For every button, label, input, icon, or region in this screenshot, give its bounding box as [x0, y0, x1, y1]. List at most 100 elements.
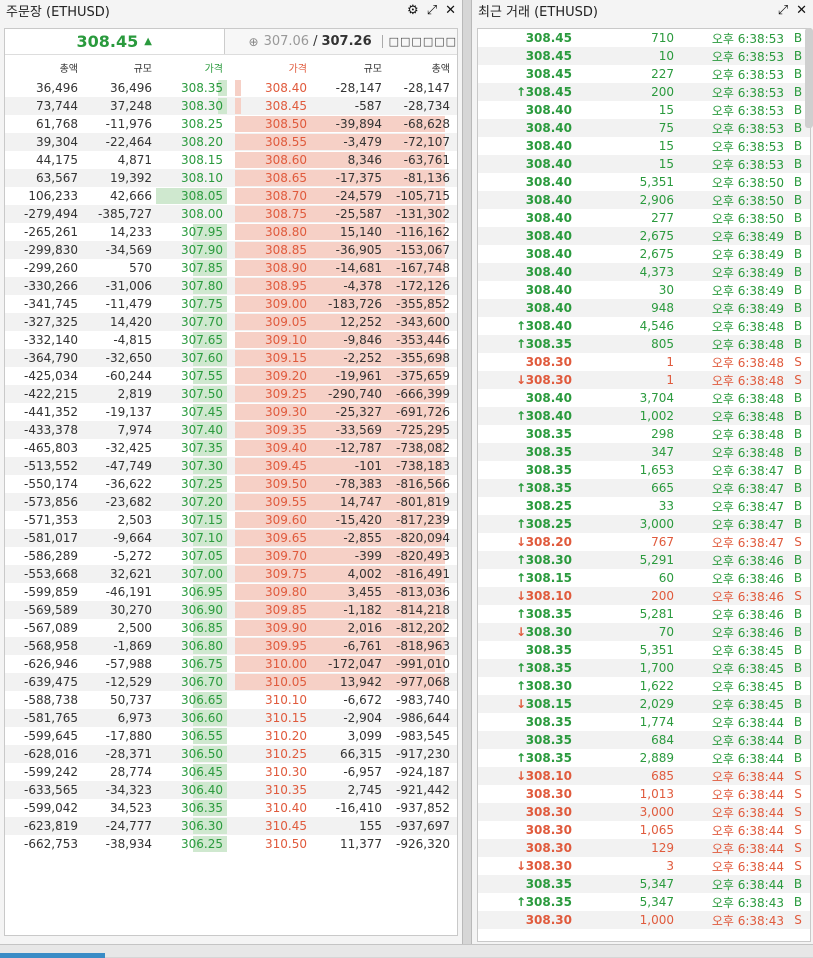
- orderbook-row[interactable]: -422,215 2,819 307.50 309.25 -290,740 -666,39…: [5, 385, 457, 403]
- trade-row[interactable]: 308.30 129 오후 6:38:44 S: [478, 839, 810, 857]
- close-icon[interactable]: ✕: [796, 2, 807, 18]
- orderbook-row[interactable]: -569,589 30,270 306.90 309.85 -1,182 -814,218: [5, 601, 457, 619]
- orderbook-row[interactable]: -639,475 -12,529 306.70 310.05 13,942 -977,06…: [5, 673, 457, 691]
- orderbook-row[interactable]: -662,753 -38,934 306.25 310.50 11,377 -926,32…: [5, 835, 457, 853]
- expand-icon[interactable]: ⤢: [777, 2, 789, 18]
- orderbook-row[interactable]: -628,016 -28,371 306.50 310.25 66,315 -917,23…: [5, 745, 457, 763]
- trade-row[interactable]: ↑ 308.30 5,291 오후 6:38:46 B: [478, 551, 810, 569]
- trade-row[interactable]: 308.35 1,774 오후 6:38:44 B: [478, 713, 810, 731]
- orderbook-row[interactable]: -425,034 -60,244 307.55 309.20 -19,961 -375,6…: [5, 367, 457, 385]
- trade-row[interactable]: 308.35 684 오후 6:38:44 B: [478, 731, 810, 749]
- trade-row[interactable]: 308.30 3,000 오후 6:38:44 S: [478, 803, 810, 821]
- close-icon[interactable]: ✕: [445, 2, 456, 18]
- orderbook-row[interactable]: -327,325 14,420 307.70 309.05 12,252 -343,600: [5, 313, 457, 331]
- trade-row[interactable]: 308.45 710 오후 6:38:53 B: [478, 29, 810, 47]
- trade-row[interactable]: ↓ 308.10 200 오후 6:38:46 S: [478, 587, 810, 605]
- orderbook-row[interactable]: -581,017 -9,664 307.10 309.65 -2,855 -820,094: [5, 529, 457, 547]
- orderbook-row[interactable]: -465,803 -32,425 307.35 309.40 -12,787 -738,0…: [5, 439, 457, 457]
- trade-row[interactable]: 308.40 15 오후 6:38:53 B: [478, 137, 810, 155]
- orderbook-titlebar[interactable]: 주문장 (ETHUSD) ⚙ ⤢ ✕: [0, 0, 462, 20]
- trade-row[interactable]: ↑ 308.25 3,000 오후 6:38:47 B: [478, 515, 810, 533]
- trade-row[interactable]: ↑ 308.30 1,622 오후 6:38:45 B: [478, 677, 810, 695]
- trade-row[interactable]: ↑ 308.40 1,002 오후 6:38:48 B: [478, 407, 810, 425]
- orderbook-row[interactable]: -588,738 50,737 306.65 310.10 -6,672 -983,740: [5, 691, 457, 709]
- trade-row[interactable]: ↑ 308.35 805 오후 6:38:48 B: [478, 335, 810, 353]
- trade-row[interactable]: 308.40 4,373 오후 6:38:49 B: [478, 263, 810, 281]
- orderbook-row[interactable]: -567,089 2,500 306.85 309.90 2,016 -812,202: [5, 619, 457, 637]
- trade-row[interactable]: 308.30 1,065 오후 6:38:44 S: [478, 821, 810, 839]
- orderbook-row[interactable]: -265,261 14,233 307.95 308.80 15,140 -116,162: [5, 223, 457, 241]
- trade-row[interactable]: 308.40 2,675 오후 6:38:49 B: [478, 227, 810, 245]
- orderbook-row[interactable]: -299,260 570 307.85 308.90 -14,681 -167,748: [5, 259, 457, 277]
- orderbook-row[interactable]: -330,266 -31,006 307.80 308.95 -4,378 -172,12…: [5, 277, 457, 295]
- orderbook-row[interactable]: -599,242 28,774 306.45 310.30 -6,957 -924,187: [5, 763, 457, 781]
- trade-row[interactable]: 308.35 5,347 오후 6:38:44 B: [478, 875, 810, 893]
- trade-row[interactable]: 308.25 33 오후 6:38:47 B: [478, 497, 810, 515]
- trades-scrollbar[interactable]: [805, 28, 813, 128]
- trade-row[interactable]: 308.35 347 오후 6:38:48 B: [478, 443, 810, 461]
- orderbook-row[interactable]: 106,233 42,666 308.05 308.70 -24,579 -105,715: [5, 187, 457, 205]
- orderbook-row[interactable]: -581,765 6,973 306.60 310.15 -2,904 -986,644: [5, 709, 457, 727]
- orderbook-row[interactable]: -599,042 34,523 306.35 310.40 -16,410 -937,85…: [5, 799, 457, 817]
- trade-row[interactable]: ↑ 308.45 200 오후 6:38:53 B: [478, 83, 810, 101]
- trade-row[interactable]: ↓ 308.30 3 오후 6:38:44 S: [478, 857, 810, 875]
- trade-row[interactable]: 308.40 5,351 오후 6:38:50 B: [478, 173, 810, 191]
- orderbook-row[interactable]: 44,175 4,871 308.15 308.60 8,346 -63,761: [5, 151, 457, 169]
- trade-row[interactable]: 308.45 10 오후 6:38:53 B: [478, 47, 810, 65]
- orderbook-row[interactable]: 63,567 19,392 308.10 308.65 -17,375 -81,136: [5, 169, 457, 187]
- expand-icon[interactable]: ⤢: [426, 2, 438, 18]
- orderbook-row[interactable]: -573,856 -23,682 307.20 309.55 14,747 -801,81…: [5, 493, 457, 511]
- trade-row[interactable]: 308.40 30 오후 6:38:49 B: [478, 281, 810, 299]
- trade-row[interactable]: 308.35 298 오후 6:38:48 B: [478, 425, 810, 443]
- trade-row[interactable]: ↑ 308.40 4,546 오후 6:38:48 B: [478, 317, 810, 335]
- trade-row[interactable]: ↑ 308.35 1,700 오후 6:38:45 B: [478, 659, 810, 677]
- trade-row[interactable]: 308.45 227 오후 6:38:53 B: [478, 65, 810, 83]
- trade-row[interactable]: ↑ 308.35 665 오후 6:38:47 B: [478, 479, 810, 497]
- orderbook-row[interactable]: -550,174 -36,622 307.25 309.50 -78,383 -816,5…: [5, 475, 457, 493]
- orderbook-row[interactable]: -364,790 -32,650 307.60 309.15 -2,252 -355,69…: [5, 349, 457, 367]
- trade-row[interactable]: ↓ 308.30 1 오후 6:38:48 S: [478, 371, 810, 389]
- orderbook-row[interactable]: 39,304 -22,464 308.20 308.55 -3,479 -72,107: [5, 133, 457, 151]
- orderbook-row[interactable]: 73,744 37,248 308.30 308.45 -587 -28,734: [5, 97, 457, 115]
- orderbook-row[interactable]: 36,496 36,496 308.35 308.40 -28,147 -28,147: [5, 79, 457, 97]
- orderbook-row[interactable]: -279,494 -385,727 308.00 308.75 -25,587 -131,…: [5, 205, 457, 223]
- gear-icon[interactable]: ⚙: [407, 2, 419, 18]
- trades-titlebar[interactable]: 최근 거래 (ETHUSD) ⤢ ✕: [472, 0, 813, 20]
- trade-row[interactable]: 308.40 948 오후 6:38:49 B: [478, 299, 810, 317]
- trade-row[interactable]: 308.30 1,013 오후 6:38:44 S: [478, 785, 810, 803]
- trade-row[interactable]: ↑ 308.35 2,889 오후 6:38:44 B: [478, 749, 810, 767]
- orderbook-row[interactable]: -553,668 32,621 307.00 309.75 4,002 -816,491: [5, 565, 457, 583]
- orderbook-row[interactable]: -341,745 -11,479 307.75 309.00 -183,726 -355,…: [5, 295, 457, 313]
- orderbook-row[interactable]: -299,830 -34,569 307.90 308.85 -36,905 -153,0…: [5, 241, 457, 259]
- orderbook-row[interactable]: -568,958 -1,869 306.80 309.95 -6,761 -818,963: [5, 637, 457, 655]
- trade-row[interactable]: 308.30 1 오후 6:38:48 S: [478, 353, 810, 371]
- orderbook-row[interactable]: -626,946 -57,988 306.75 310.00 -172,047 -991,…: [5, 655, 457, 673]
- trade-row[interactable]: ↓ 308.10 685 오후 6:38:44 S: [478, 767, 810, 785]
- orderbook-row[interactable]: -332,140 -4,815 307.65 309.10 -9,846 -353,446: [5, 331, 457, 349]
- trade-row[interactable]: 308.40 3,704 오후 6:38:48 B: [478, 389, 810, 407]
- trade-row[interactable]: ↑ 308.15 60 오후 6:38:46 B: [478, 569, 810, 587]
- orderbook-row[interactable]: 61,768 -11,976 308.25 308.50 -39,894 -68,628: [5, 115, 457, 133]
- orderbook-row[interactable]: -633,565 -34,323 306.40 310.35 2,745 -921,442: [5, 781, 457, 799]
- orderbook-row[interactable]: -599,859 -46,191 306.95 309.80 3,455 -813,036: [5, 583, 457, 601]
- trade-row[interactable]: ↓ 308.30 70 오후 6:38:46 B: [478, 623, 810, 641]
- trade-row[interactable]: 308.30 1,000 오후 6:38:43 S: [478, 911, 810, 929]
- orderbook-row[interactable]: -571,353 2,503 307.15 309.60 -15,420 -817,239: [5, 511, 457, 529]
- ref-toggle-button[interactable]: □□□□□□: [381, 35, 457, 48]
- trade-row[interactable]: 308.40 15 오후 6:38:53 B: [478, 155, 810, 173]
- orderbook-row[interactable]: -623,819 -24,777 306.30 310.45 155 -937,697: [5, 817, 457, 835]
- trade-row[interactable]: ↑ 308.35 5,347 오후 6:38:43 B: [478, 893, 810, 911]
- active-tab-indicator[interactable]: [0, 953, 105, 958]
- trade-row[interactable]: ↓ 308.20 767 오후 6:38:47 S: [478, 533, 810, 551]
- orderbook-row[interactable]: -586,289 -5,272 307.05 309.70 -399 -820,493: [5, 547, 457, 565]
- orderbook-row[interactable]: -433,378 7,974 307.40 309.35 -33,569 -725,295: [5, 421, 457, 439]
- trade-row[interactable]: ↑ 308.35 5,281 오후 6:38:46 B: [478, 605, 810, 623]
- trade-row[interactable]: 308.40 75 오후 6:38:53 B: [478, 119, 810, 137]
- trade-row[interactable]: 308.40 2,675 오후 6:38:49 B: [478, 245, 810, 263]
- orderbook-row[interactable]: -441,352 -19,137 307.45 309.30 -25,327 -691,7…: [5, 403, 457, 421]
- trade-row[interactable]: 308.40 15 오후 6:38:53 B: [478, 101, 810, 119]
- trade-row[interactable]: 308.35 5,351 오후 6:38:45 B: [478, 641, 810, 659]
- trade-row[interactable]: 308.35 1,653 오후 6:38:47 B: [478, 461, 810, 479]
- trade-row[interactable]: 308.40 277 오후 6:38:50 B: [478, 209, 810, 227]
- trade-row[interactable]: ↓ 308.15 2,029 오후 6:38:45 B: [478, 695, 810, 713]
